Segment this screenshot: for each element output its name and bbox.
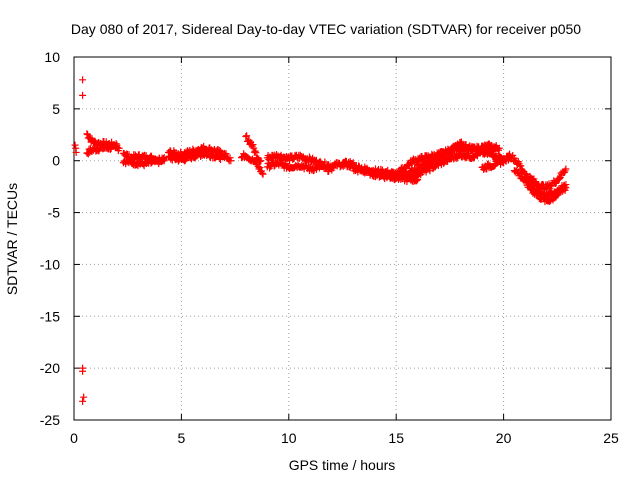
data-point (562, 181, 570, 189)
data-point (495, 144, 503, 152)
y-tick-label: -25 (40, 412, 60, 428)
data-point (282, 160, 290, 168)
data-point (220, 154, 228, 162)
data-point (491, 161, 499, 169)
y-tick-label: -10 (40, 256, 60, 272)
data-point (517, 162, 525, 170)
data-point (312, 156, 320, 164)
data-point (412, 177, 420, 185)
outlier-point (71, 141, 79, 149)
y-tick-label: 5 (52, 101, 60, 117)
data-point (216, 154, 224, 162)
data-point (204, 150, 212, 158)
data-point (256, 164, 264, 172)
y-axis-label: SDTVAR / TECUs (4, 183, 20, 295)
plot-frame (73, 56, 612, 421)
data-point (428, 160, 436, 168)
data-point (258, 169, 266, 177)
data-point (181, 156, 189, 164)
data-point (556, 188, 564, 196)
data-point (328, 166, 336, 174)
data-point (135, 151, 143, 159)
data-point (506, 150, 514, 158)
y-tick-label: -5 (48, 205, 61, 221)
chart-title: Day 080 of 2017, Sidereal Day-to-day VTE… (71, 21, 581, 37)
data-points (71, 76, 570, 405)
data-point (488, 147, 496, 155)
data-point (312, 165, 320, 173)
data-point (411, 172, 419, 180)
data-point (216, 146, 224, 154)
x-tick-labels: 0 5 10 15 20 25 (70, 430, 619, 446)
outlier-point (79, 91, 87, 99)
data-point (453, 155, 461, 163)
data-point (555, 174, 563, 182)
x-tick-label: 0 (70, 430, 78, 446)
data-point (217, 155, 225, 163)
x-tick-label: 10 (281, 430, 297, 446)
data-point (377, 165, 385, 173)
data-point (434, 162, 442, 170)
x-axis-label: GPS time / hours (289, 457, 396, 473)
data-point (130, 157, 138, 165)
grid (74, 57, 611, 420)
data-point (159, 155, 167, 163)
data-point (252, 149, 260, 157)
y-tick-label: 0 (52, 153, 60, 169)
data-point (106, 145, 114, 153)
y-tick-label: 10 (44, 49, 60, 65)
data-point (83, 130, 91, 138)
data-point (220, 152, 228, 160)
data-point (518, 166, 526, 174)
data-point (516, 170, 524, 178)
x-tick-label: 20 (496, 430, 512, 446)
data-point (84, 130, 92, 138)
data-point (551, 179, 559, 187)
data-point (242, 132, 250, 140)
data-point (160, 157, 168, 165)
data-point (257, 157, 265, 165)
data-point (408, 160, 416, 168)
data-point (249, 141, 257, 149)
data-point (554, 189, 562, 197)
outlier-point (79, 367, 87, 375)
data-point (250, 144, 258, 152)
data-point (549, 192, 557, 200)
x-tick-label: 25 (603, 430, 619, 446)
data-point (251, 147, 259, 155)
data-point (115, 144, 123, 152)
data-point (560, 169, 568, 177)
tick-marks (73, 56, 612, 421)
data-point (286, 157, 294, 165)
data-point (489, 147, 497, 155)
data-point (227, 157, 235, 165)
data-point (487, 148, 495, 156)
y-tick-label: -20 (40, 360, 60, 376)
data-point (404, 175, 412, 183)
data-point (259, 170, 267, 178)
data-point (447, 148, 455, 156)
data-point (562, 165, 570, 173)
data-point (530, 181, 538, 189)
y-tick-label: -15 (40, 308, 60, 324)
x-tick-label: 15 (388, 430, 404, 446)
outlier-point (72, 144, 80, 152)
data-point (374, 168, 382, 176)
x-tick-label: 5 (178, 430, 186, 446)
y-tick-labels: 10 5 0 -5 -10 -15 -20 -25 (40, 49, 60, 428)
outlier-point (79, 397, 87, 405)
outlier-point (80, 393, 88, 401)
outlier-point (79, 76, 87, 84)
data-point (474, 143, 482, 151)
data-point (243, 132, 251, 140)
data-point (490, 162, 498, 170)
data-point (522, 174, 530, 182)
